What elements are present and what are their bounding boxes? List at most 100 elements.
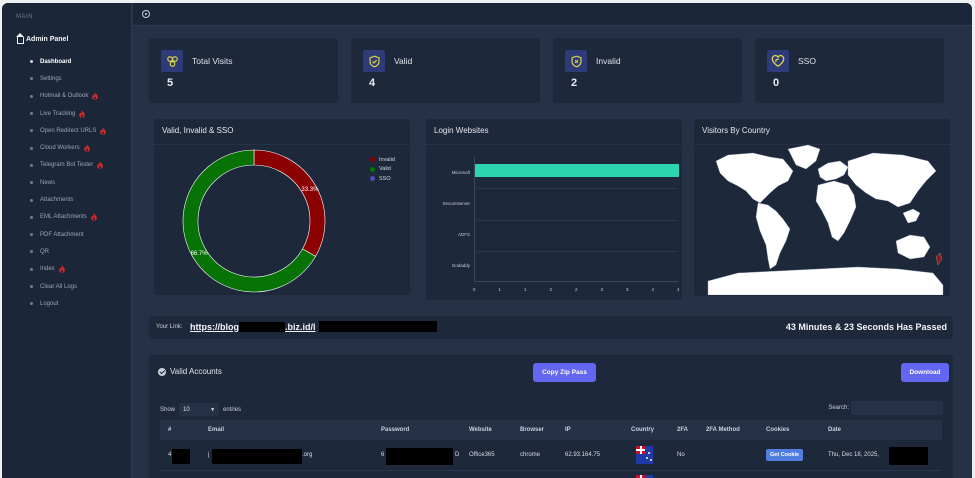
sidebar-item-hotmail-outlook[interactable]: Hotmail & Outlook — [30, 88, 107, 105]
svg-text:33.3%: 33.3% — [301, 187, 319, 193]
donut-slice-valid[interactable] — [182, 149, 316, 293]
bullet-icon — [30, 198, 33, 202]
bullet-icon — [30, 181, 33, 185]
bar-category-label: Godaddy — [451, 263, 470, 269]
heart-link-icon — [767, 50, 789, 72]
page-length-select[interactable]: 10 ▼ — [179, 403, 220, 416]
sidebar-item-live-tracking[interactable]: Live Tracking — [30, 105, 107, 122]
bar-category-label: Microsoft — [451, 169, 470, 175]
sidebar-item-settings[interactable]: Settings — [30, 70, 107, 87]
sidebar-item-clear-all-logs[interactable]: Clear All Logs — [30, 278, 107, 295]
sidebar: MAIN Admin Panel Dashboard Settings Hotmai… — [2, 3, 132, 478]
column-header[interactable]: 2FA Method — [706, 427, 740, 433]
chevron-down-icon: ▼ — [210, 406, 216, 413]
column-header[interactable]: Website — [469, 427, 492, 433]
nz-flag-icon — [636, 446, 653, 464]
sidebar-item-dashboard[interactable]: Dashboard — [30, 53, 107, 70]
stat-card-invalid: Invalid 2 — [553, 38, 742, 103]
column-header[interactable]: # — [168, 427, 172, 433]
app-window: MAIN Admin Panel Dashboard Settings Hotmai… — [2, 3, 972, 478]
redacted-block — [239, 321, 285, 332]
fire-icon — [83, 144, 90, 152]
sidebar-item-label: Live Tracking — [40, 110, 76, 117]
table-header: # Email Password Website Browser IP Country 2FA… — [160, 420, 942, 440]
nz-flag-icon — [636, 475, 653, 478]
sidebar-item-label: Index — [40, 266, 55, 273]
bar-category-label: ADFS — [457, 232, 470, 238]
sidebar-item-pdf-attachment[interactable]: PDF Attachment — [30, 226, 107, 243]
top-bar — [133, 3, 972, 26]
donut-slice-invalid[interactable] — [253, 149, 326, 257]
x-tick-label: 0 — [473, 287, 476, 292]
sidebar-item-label: News — [40, 179, 56, 186]
column-header[interactable]: Browser — [520, 427, 545, 433]
stat-label: Valid — [394, 56, 413, 66]
panel-title: Valid, Invalid & SSO — [162, 126, 234, 135]
legend-item[interactable]: SSO — [370, 174, 395, 184]
shield-x-icon — [565, 50, 587, 72]
table-row[interactable] — [160, 472, 942, 478]
bar-chart-panel: Login Websites Microsoft SecureServer ADFS… — [426, 119, 682, 300]
redacted-block — [386, 448, 453, 465]
sidebar-item-label: Settings — [40, 75, 62, 82]
sidebar-item-label: Logout — [40, 300, 59, 307]
page-length-control: Show 10 ▼ entries — [160, 403, 241, 416]
sidebar-item-label: EML Attachments — [40, 214, 87, 221]
sidebar-menu: Dashboard Settings Hotmail & Outlook Live T… — [30, 53, 107, 312]
home-icon — [16, 33, 24, 44]
sidebar-toggle-icon[interactable] — [142, 10, 150, 18]
donut-chart[interactable]: 33.3% 66.7% — [179, 146, 329, 296]
stat-value: 4 — [369, 77, 376, 89]
stat-label: Invalid — [596, 56, 621, 66]
fire-icon — [58, 265, 65, 273]
fire-icon — [79, 109, 86, 118]
legend-item[interactable]: Invalid — [370, 155, 395, 165]
sidebar-item-news[interactable]: News — [30, 174, 107, 191]
column-header[interactable]: Password — [381, 427, 410, 433]
world-map[interactable] — [698, 141, 948, 295]
sidebar-item-index[interactable]: Index — [30, 261, 107, 278]
x-tick-label: 1 — [524, 287, 527, 292]
column-header[interactable]: Date — [828, 427, 842, 433]
phishing-link[interactable]: https://blog .biz.id/l — [190, 321, 437, 332]
shield-check-icon — [363, 50, 385, 72]
copy-zip-pass-button[interactable]: Copy Zip Pass — [533, 363, 596, 382]
sidebar-item-label: Dashboard — [40, 58, 72, 65]
legend-item[interactable]: Valid — [370, 165, 395, 175]
sidebar-item-label: Attachments — [40, 197, 74, 204]
download-button[interactable]: Download — [901, 363, 949, 382]
bullet-icon — [30, 77, 33, 81]
sidebar-title-label: Admin Panel — [26, 36, 69, 43]
bar[interactable] — [475, 164, 679, 178]
column-header[interactable]: 2FA — [677, 427, 689, 433]
sidebar-item-logout[interactable]: Logout — [30, 295, 107, 312]
column-header[interactable]: Country — [631, 427, 654, 433]
panel-title: Visitors By Country — [702, 126, 770, 135]
get-cookie-button[interactable]: Get Cookie — [766, 449, 804, 461]
column-header[interactable]: IP — [565, 427, 571, 433]
bullet-icon — [30, 215, 33, 219]
sidebar-item-telegram-bot-tester[interactable]: Telegram Bot Tester — [30, 157, 107, 174]
column-header[interactable]: Email — [208, 427, 225, 433]
bullet-icon — [30, 267, 33, 271]
sidebar-item-cloud-workers[interactable]: Cloud Workers — [30, 139, 107, 156]
column-header[interactable]: Cookies — [766, 427, 790, 433]
sidebar-item-label: Hotmail & Outlook — [40, 93, 89, 100]
sidebar-title[interactable]: Admin Panel — [16, 33, 69, 44]
search-input[interactable] — [851, 401, 943, 415]
sidebar-item-eml-attachments[interactable]: EML Attachments — [30, 209, 107, 226]
table-row[interactable]: 4 j .org 6 D Office365 chrome 62.93.164.… — [160, 441, 942, 471]
redacted-block — [212, 449, 302, 464]
bullet-icon — [30, 250, 33, 254]
bullet-icon — [30, 163, 33, 167]
sidebar-item-qr[interactable]: QR — [30, 243, 107, 260]
x-tick-label: 1 — [498, 287, 502, 292]
stat-value: 0 — [773, 77, 780, 89]
elapsed-time: 43 Minutes & 23 Seconds Has Passed — [785, 322, 947, 332]
valid-accounts-panel: Valid Accounts Copy Zip Pass Download Sh… — [149, 355, 953, 478]
link-bar: Your Link: https://blog .biz.id/l 43 Min… — [149, 316, 953, 339]
bullet-icon — [30, 146, 33, 150]
sidebar-item-open-redirect-urls[interactable]: Open Redirect URLS — [30, 122, 107, 139]
bar-category-label: SecureServer — [442, 200, 470, 206]
sidebar-item-attachments[interactable]: Attachments — [30, 191, 107, 208]
